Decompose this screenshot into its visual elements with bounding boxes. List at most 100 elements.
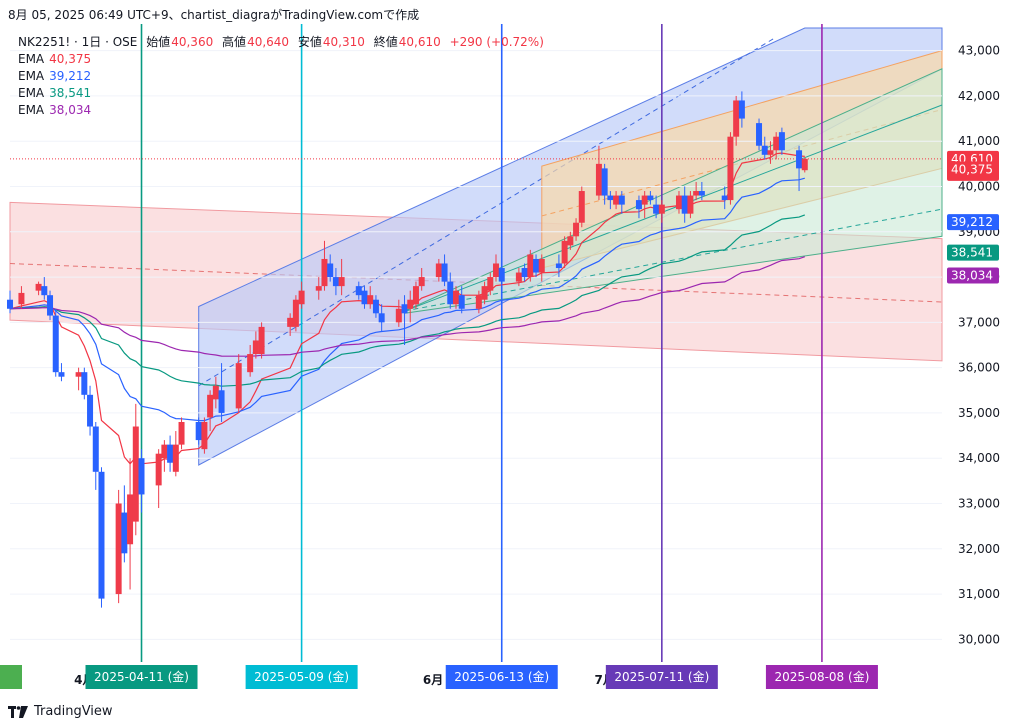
candle-body [127, 494, 134, 545]
marker-date-label: 2025-05-09 (金) [254, 669, 349, 684]
candle-body [601, 168, 608, 196]
open-label: 始値 [146, 35, 171, 49]
candle-body [87, 394, 94, 427]
symbol-legend: NK2251! · 1日 · OSE 始値40,360 高値40,640 安値4… [18, 34, 549, 51]
candle-body [47, 295, 54, 316]
candle [407, 290, 414, 323]
candle-body [756, 123, 763, 146]
partial-date-tag [0, 665, 22, 689]
footer-brand[interactable]: TradingView [8, 704, 113, 719]
candle [635, 195, 642, 219]
candle-body [332, 277, 339, 287]
candle [35, 281, 42, 296]
candle-body [515, 272, 522, 282]
candle [378, 304, 385, 332]
blue-channel-mid [198, 36, 777, 387]
candle [721, 186, 728, 210]
candle-body [607, 195, 614, 201]
candle [658, 200, 665, 223]
price-tag-value: 38,034 [951, 269, 993, 283]
tradingview-logo-icon [8, 705, 28, 718]
candle-body [698, 191, 705, 196]
price-axis: 30,000 31,000 32,000 33,000 34,000 35,000 36,0… [958, 44, 1000, 647]
candle-body [401, 304, 408, 314]
candle [41, 277, 48, 300]
candle-body [161, 444, 168, 459]
candle [687, 191, 694, 219]
candle-body [178, 421, 185, 445]
ema-legend-1[interactable]: EMA 40,375 [18, 51, 96, 68]
candle [738, 91, 745, 128]
candle-body [258, 326, 265, 355]
candle-body [498, 268, 505, 282]
marker-date-label: 2025-06-13 (金) [454, 669, 549, 684]
brand-name: TradingView [34, 704, 113, 719]
price-tag-box [947, 161, 999, 178]
candle [207, 390, 214, 432]
candle-body [407, 299, 414, 309]
candle [796, 145, 803, 192]
ema-value: 40,375 [49, 52, 92, 66]
ema-legend-3[interactable]: EMA 38,541 [18, 85, 96, 102]
candle-body [721, 195, 728, 201]
candle-body [252, 340, 259, 355]
price-tick-label: 32,000 [958, 542, 1000, 556]
candle [515, 268, 522, 287]
low-label: 安値 [297, 35, 322, 49]
ema-legend-2[interactable]: EMA 39,212 [18, 68, 96, 85]
candle [327, 254, 334, 282]
candle [87, 385, 94, 436]
candle-body [441, 263, 448, 282]
candle-body [92, 426, 99, 472]
candle [18, 286, 25, 309]
candle [287, 313, 294, 336]
candle-body [761, 145, 768, 155]
candle [727, 132, 734, 205]
price-tick-label: 43,000 [958, 44, 1000, 58]
marker-date-label: 2025-08-08 (金) [774, 669, 869, 684]
candle [801, 157, 808, 173]
candle-body [361, 290, 368, 305]
candle [212, 376, 219, 409]
candle [332, 268, 339, 296]
ema-legend-4[interactable]: EMA 38,034 [18, 102, 96, 119]
candle [315, 277, 322, 300]
candle-body [475, 295, 482, 309]
candle [155, 449, 162, 509]
candle [161, 440, 168, 472]
ema-label: EMA [18, 52, 45, 66]
candle [338, 258, 345, 296]
candle-body [18, 292, 25, 305]
candle-body [355, 286, 362, 296]
grid-lines [10, 50, 942, 640]
candle-body [738, 100, 745, 119]
candle [292, 295, 299, 332]
price-tick-label: 34,000 [958, 451, 1000, 465]
candle [567, 231, 574, 250]
candle [235, 354, 242, 413]
published-line: 8月 05, 2025 06:49 UTC+9、chartist_diagraが… [8, 8, 420, 22]
open-value: 40,360 [171, 35, 214, 49]
price-tag-value: 39,212 [951, 215, 993, 229]
candle [555, 254, 562, 278]
candle-body [321, 258, 328, 287]
candle [613, 191, 620, 210]
candle [401, 295, 408, 345]
candle [487, 272, 494, 296]
candle-body [653, 204, 660, 214]
candle-body [372, 299, 379, 314]
candle [52, 308, 59, 377]
candle-body [298, 290, 305, 305]
price-chart[interactable]: 30,000 31,000 32,000 33,000 34,000 35,000 36,0… [0, 0, 1024, 700]
green-channel-mid [404, 208, 943, 312]
candle-body [201, 421, 208, 450]
price-tag-value: 38,541 [951, 246, 993, 260]
candle [698, 181, 705, 201]
price-tick-label: 31,000 [958, 587, 1000, 601]
symbol-name[interactable]: NK2251! · 1日 · OSE [18, 35, 138, 49]
candle [641, 191, 648, 219]
price-tick-label: 37,000 [958, 315, 1000, 329]
candle [418, 268, 425, 291]
marker-date-tag [605, 665, 718, 689]
